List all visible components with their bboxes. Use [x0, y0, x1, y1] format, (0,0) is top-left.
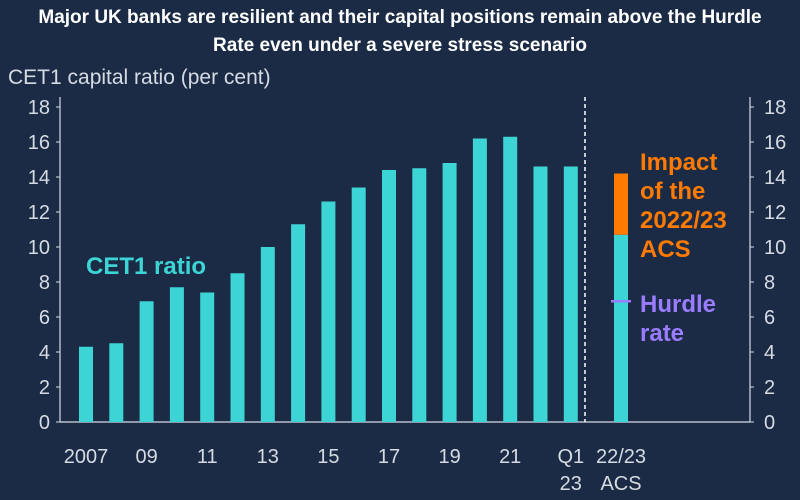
x-tick-stress-line2: ACS — [600, 473, 641, 495]
y-tick-left-12: 12 — [28, 202, 50, 224]
bar-2018 — [412, 168, 427, 422]
bar-2008 — [109, 343, 124, 422]
bar-2016 — [351, 187, 366, 422]
y-tick-right-14: 14 — [764, 167, 786, 189]
x-tick-17: 17 — [378, 446, 400, 468]
bar-2011 — [200, 292, 215, 422]
y-tick-left-10: 10 — [28, 237, 50, 259]
y-tick-left-16: 16 — [28, 132, 50, 154]
y-tick-right-18: 18 — [764, 97, 786, 119]
y-tick-right-4: 4 — [764, 342, 775, 364]
x-tick-11: 11 — [197, 446, 218, 468]
bar-2009 — [139, 301, 154, 422]
y-tick-left-8: 8 — [39, 272, 50, 294]
y-tick-right-12: 12 — [764, 202, 786, 224]
y-tick-left-14: 14 — [28, 167, 50, 189]
x-tick-Q1: Q1 — [557, 446, 584, 468]
y-tick-left-18: 18 — [28, 97, 50, 119]
bar-2010 — [169, 287, 184, 422]
x-tick-15: 15 — [317, 446, 339, 468]
y-tick-right-0: 0 — [764, 412, 775, 434]
bar-2007 — [79, 346, 93, 422]
y-tick-right-6: 6 — [764, 307, 775, 329]
bar-2017 — [382, 170, 396, 422]
title-line-2: Rate even under a severe stress scenario — [213, 35, 587, 56]
y-tick-left-2: 2 — [39, 377, 50, 399]
impact-annotation-line-4: ACS — [640, 236, 691, 263]
bar-2022 — [533, 166, 548, 422]
x-tick-09: 09 — [135, 446, 157, 468]
y-tick-left-4: 4 — [39, 342, 50, 364]
y-tick-right-16: 16 — [764, 132, 786, 154]
impact-annotation-line-3: 2022/23 — [640, 207, 727, 234]
y-tick-left-6: 6 — [39, 307, 50, 329]
series-annotation: CET1 ratio — [86, 253, 206, 280]
y-tick-right-8: 8 — [764, 272, 775, 294]
hurdle-annotation-line-1: Hurdle — [640, 291, 716, 318]
y-tick-left-0: 0 — [39, 412, 50, 434]
chart-title: Major UK banks are resilient and their c… — [0, 4, 800, 60]
bar-2020 — [472, 138, 487, 422]
x-tick-19: 19 — [438, 446, 460, 468]
bar-2013 — [260, 247, 275, 422]
title-line-1: Major UK banks are resilient and their c… — [38, 7, 762, 28]
x-tick-2007: 2007 — [64, 446, 109, 468]
bar-stress-impact — [614, 173, 628, 235]
bar-Q1 2023 — [563, 166, 578, 422]
bar-2019 — [442, 163, 457, 422]
x-tick-stress: 22/23 — [596, 446, 646, 468]
hurdle-annotation-line-2: rate — [640, 320, 684, 347]
bar-2012 — [230, 273, 245, 422]
x-tick-13: 13 — [257, 446, 279, 468]
y-tick-right-2: 2 — [764, 377, 775, 399]
x-tick-Q1-line2: 23 — [560, 473, 582, 495]
impact-annotation-line-2: of the — [640, 178, 705, 205]
y-axis-label: CET1 capital ratio (per cent) — [8, 66, 271, 89]
y-tick-right-10: 10 — [764, 237, 786, 259]
bar-2021 — [503, 136, 518, 422]
bar-2015 — [321, 201, 336, 422]
x-tick-21: 21 — [499, 446, 521, 468]
impact-annotation-line-1: Impact — [640, 149, 717, 176]
bar-stress-post — [614, 234, 628, 422]
bar-2014 — [291, 224, 306, 422]
